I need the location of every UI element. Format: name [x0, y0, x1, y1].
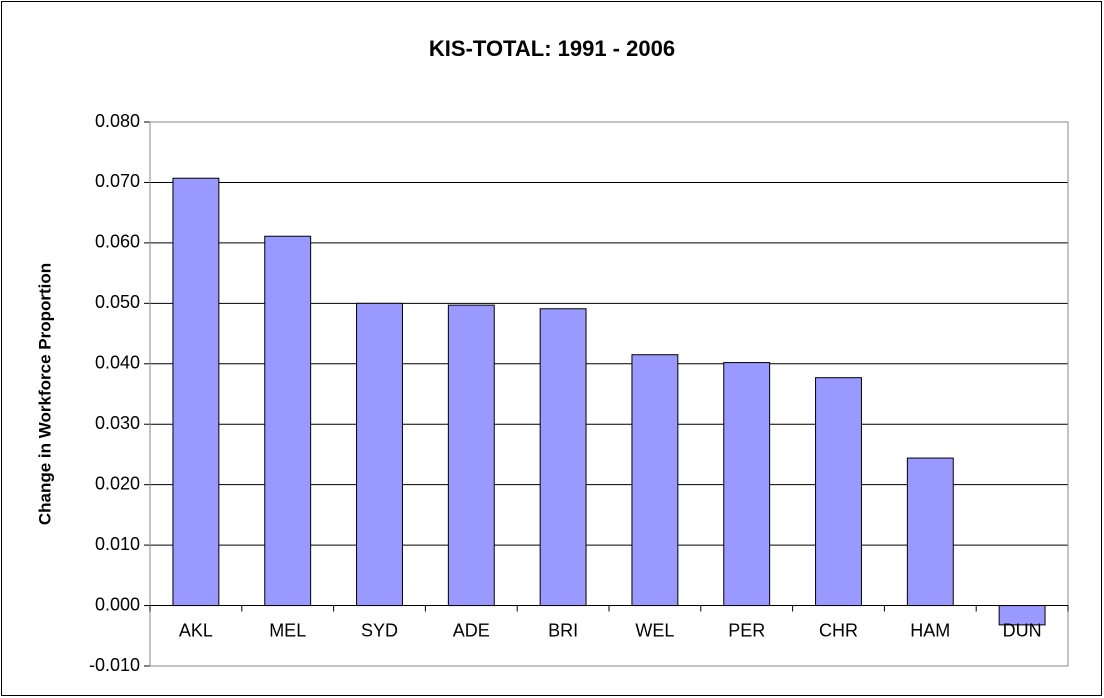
x-tick-label: SYD — [361, 620, 398, 640]
bar — [631, 354, 679, 607]
x-tick-label: DUN — [1003, 620, 1042, 640]
bar — [723, 362, 771, 607]
y-tick-label: 0.080 — [95, 111, 140, 131]
y-tick-label: 0.000 — [95, 594, 140, 614]
y-tick-label: 0.020 — [95, 473, 140, 493]
plot-border — [149, 121, 1069, 667]
x-tick-label: WEL — [635, 620, 674, 640]
x-tick-label: PER — [728, 620, 765, 640]
y-axis-title: Change in Workforce Proportion — [35, 263, 54, 525]
x-tick-label: BRI — [548, 620, 578, 640]
y-tick-label: 0.070 — [95, 171, 140, 191]
x-tick-label: AKL — [179, 620, 213, 640]
bar — [539, 308, 587, 607]
y-tick-label: 0.010 — [95, 534, 140, 554]
y-tick-label: 0.050 — [95, 292, 140, 312]
y-tick-label: -0.010 — [89, 655, 140, 675]
x-tick-label: MEL — [269, 620, 306, 640]
bar — [356, 302, 403, 607]
bar — [815, 377, 862, 607]
chart-title: KIS-TOTAL: 1991 - 2006 — [429, 36, 675, 61]
x-tick-label: HAM — [910, 620, 950, 640]
bar — [172, 177, 220, 607]
y-tick-label: 0.040 — [95, 353, 140, 373]
y-tick-label: 0.060 — [95, 232, 140, 252]
y-tick-label: 0.030 — [95, 413, 140, 433]
x-tick-label: ADE — [453, 620, 490, 640]
bar — [906, 457, 954, 607]
bar — [264, 235, 312, 607]
bar — [447, 304, 495, 607]
x-tick-label: CHR — [819, 620, 858, 640]
